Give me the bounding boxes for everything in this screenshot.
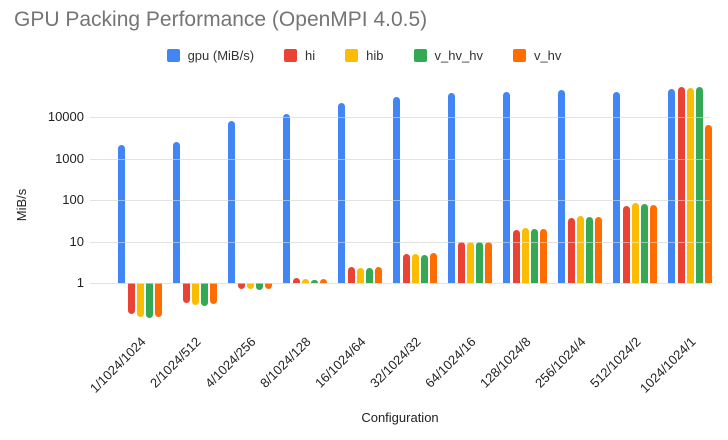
bar-hib[interactable]	[686, 88, 694, 283]
gridline	[90, 200, 710, 201]
bar-gpu-mib-s-[interactable]	[503, 92, 510, 283]
bar-hib[interactable]	[191, 283, 199, 306]
bar-gpu-mib-s-[interactable]	[668, 89, 675, 283]
gridline-overlay	[90, 283, 710, 284]
legend-swatch-icon	[413, 49, 427, 62]
bar-v-hv[interactable]	[265, 283, 272, 290]
bar-hib[interactable]	[356, 268, 364, 283]
bar-hib[interactable]	[521, 228, 529, 283]
bar-hib[interactable]	[631, 203, 639, 283]
bar-hi[interactable]	[457, 242, 465, 283]
bar-hi[interactable]	[402, 254, 410, 283]
gridline-overlay	[90, 200, 710, 201]
bar-v-hv[interactable]	[375, 267, 382, 283]
bar-hi[interactable]	[512, 229, 520, 283]
legend-label: gpu (MiB/s)	[187, 48, 255, 63]
legend: gpu (MiB/s) hi hib v_hv_hv v_hv	[0, 48, 728, 63]
y-tick-label: 1000	[55, 150, 84, 166]
legend-swatch-icon	[284, 49, 298, 62]
bar-v-hv-hv[interactable]	[365, 268, 373, 283]
bar-hib[interactable]	[466, 241, 474, 283]
gridline	[90, 117, 710, 118]
bar-v-hv[interactable]	[650, 204, 657, 283]
bar-hi[interactable]	[347, 267, 355, 283]
legend-item-v-hv: v_hv	[512, 48, 562, 63]
bar-v-hv[interactable]	[595, 216, 602, 283]
bar-hi[interactable]	[567, 217, 575, 283]
bar-v-hv[interactable]	[430, 253, 437, 283]
bar-hi[interactable]	[237, 283, 245, 290]
gridline-overlay	[90, 117, 710, 118]
bar-hi[interactable]	[182, 283, 190, 303]
bar-gpu-mib-s-[interactable]	[448, 92, 455, 283]
bar-gpu-mib-s-[interactable]	[228, 121, 235, 283]
bar-gpu-mib-s-[interactable]	[613, 92, 620, 283]
bar-hi[interactable]	[292, 278, 300, 283]
legend-swatch-icon	[512, 49, 526, 62]
bar-v-hv-hv[interactable]	[310, 280, 318, 283]
bar-v-hv-hv[interactable]	[585, 217, 593, 283]
y-tick-label: 10000	[47, 109, 84, 124]
y-tick-label: 100	[62, 192, 84, 207]
bar-v-hv-hv[interactable]	[475, 241, 483, 283]
bar-hib[interactable]	[301, 279, 309, 283]
gridline	[90, 158, 710, 160]
legend-item-gpu-mib-s-: gpu (MiB/s)	[166, 48, 255, 63]
gridline-overlay	[90, 241, 710, 243]
legend-label: hib	[366, 48, 384, 63]
bar-gpu-mib-s-[interactable]	[173, 142, 180, 283]
bar-v-hv-hv[interactable]	[200, 283, 208, 306]
bar-v-hv[interactable]	[485, 241, 492, 283]
bar-gpu-mib-s-[interactable]	[283, 113, 290, 283]
legend-label: v_hv	[533, 48, 562, 63]
legend-item-hib: hib	[345, 48, 384, 63]
bar-hib[interactable]	[411, 254, 419, 283]
plot-area	[90, 87, 712, 324]
bar-v-hv[interactable]	[540, 229, 547, 283]
legend-label: hi	[305, 48, 316, 63]
bar-hi[interactable]	[677, 87, 685, 283]
bar-hib[interactable]	[246, 283, 254, 290]
chart-title: GPU Packing Performance (OpenMPI 4.0.5)	[14, 8, 428, 31]
legend-label: v_hv_hv	[434, 48, 483, 63]
gridline	[90, 241, 710, 243]
bar-v-hv-hv[interactable]	[530, 229, 538, 283]
bar-v-hv-hv[interactable]	[420, 255, 428, 283]
bar-v-hv[interactable]	[320, 279, 327, 283]
legend-swatch-icon	[345, 49, 359, 62]
bar-hi[interactable]	[622, 205, 630, 283]
legend-item-v-hv-hv: v_hv_hv	[413, 48, 483, 63]
y-tick-label: 1	[76, 275, 84, 290]
bar-gpu-mib-s-[interactable]	[393, 97, 400, 283]
legend-item-hi: hi	[284, 48, 315, 63]
bar-gpu-mib-s-[interactable]	[558, 89, 565, 283]
y-tick-label: 10	[69, 233, 84, 249]
gridline-overlay	[90, 158, 710, 160]
bar-hi[interactable]	[127, 283, 135, 314]
bar-v-hv-hv[interactable]	[695, 87, 703, 283]
bar-v-hv[interactable]	[155, 283, 162, 318]
bar-hib[interactable]	[576, 216, 584, 283]
bar-v-hv[interactable]	[210, 283, 217, 305]
bar-v-hv[interactable]	[705, 125, 712, 283]
bar-v-hv-hv[interactable]	[255, 283, 263, 290]
x-axis-title: Configuration	[361, 410, 439, 425]
bar-hib[interactable]	[136, 283, 144, 318]
bar-v-hv-hv[interactable]	[145, 283, 153, 319]
bar-gpu-mib-s-[interactable]	[338, 102, 345, 283]
legend-swatch-icon	[166, 49, 180, 62]
bar-v-hv-hv[interactable]	[640, 204, 648, 283]
bar-gpu-mib-s-[interactable]	[118, 145, 125, 283]
gridline	[90, 283, 710, 284]
